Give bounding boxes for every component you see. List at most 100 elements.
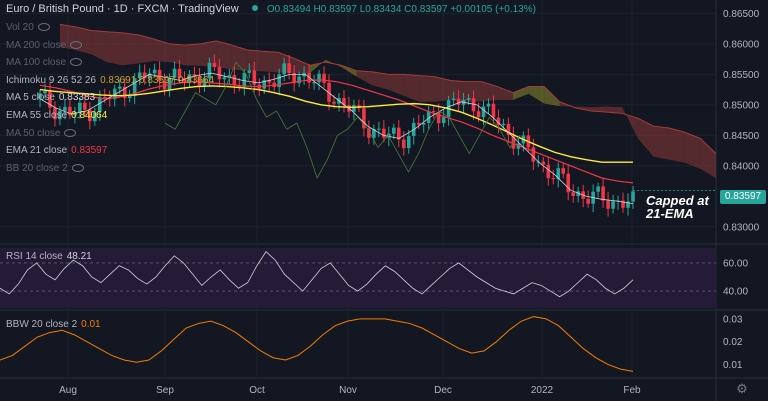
cloud-segment — [653, 126, 670, 160]
candle-up — [147, 73, 152, 79]
cloud-segment — [372, 71, 388, 90]
candle-down — [122, 86, 127, 99]
candle-down — [551, 178, 556, 180]
rsi-tick-label: 40.00 — [723, 287, 748, 298]
candle-down — [197, 76, 202, 86]
cloud-segment — [138, 34, 154, 64]
candle-down — [157, 69, 162, 82]
candle-down — [436, 111, 441, 124]
candle-up — [481, 106, 486, 118]
candle-up — [297, 76, 301, 84]
cloud-segment — [637, 118, 654, 157]
settings-gear-icon[interactable]: ⚙ — [736, 381, 748, 396]
legend-ma-50-close[interactable]: MA 50 close — [6, 128, 77, 140]
candle-up — [117, 86, 122, 89]
x-tick-label: Feb — [623, 385, 641, 396]
candle-up — [626, 201, 630, 208]
cloud-segment — [169, 43, 185, 66]
cloud-segment — [419, 75, 435, 102]
candle-up — [38, 93, 42, 99]
legend-ema-21-close[interactable]: EMA 21 close 0.83597 — [6, 145, 108, 157]
legend-ema-55-close[interactable]: EMA 55 close 0.84064 — [6, 110, 108, 121]
legend-vol-20[interactable]: Vol 20 — [6, 22, 50, 34]
cloud-segment — [669, 128, 685, 163]
cloud-segment — [356, 70, 373, 86]
cloud-segment — [184, 43, 201, 66]
bbw-legend[interactable]: BBW 20 close 2 0.01 — [6, 319, 101, 330]
candle-down — [48, 91, 52, 108]
chart-annotation: Capped at 21-EMA — [646, 193, 709, 221]
eye-hidden-icon[interactable] — [37, 23, 50, 31]
candle-down — [506, 123, 511, 135]
candle-down — [292, 72, 296, 84]
legend-ma-200-close[interactable]: MA 200 close — [6, 40, 83, 52]
eye-hidden-icon[interactable] — [71, 163, 84, 172]
cloud-segment — [434, 76, 451, 102]
candle-down — [541, 161, 546, 165]
candle-down — [571, 192, 576, 196]
cloud-segment — [388, 74, 404, 96]
cloud-segment — [263, 51, 279, 73]
x-tick-label: Dec — [434, 385, 452, 396]
rsi-legend[interactable]: RSI 14 close 48.21 — [6, 251, 92, 262]
ohlc-readout: O0.83494 H0.83597 L0.83434 C0.83597 +0.0… — [266, 4, 536, 15]
x-tick-label: 2022 — [531, 385, 554, 396]
ema21-line — [39, 79, 634, 184]
candle-up — [486, 103, 491, 107]
cloud-segment — [247, 49, 264, 72]
candle-up — [501, 123, 506, 126]
candle-down — [322, 73, 326, 83]
ema55-line — [39, 85, 633, 163]
eye-hidden-icon[interactable] — [64, 128, 77, 137]
candle-up — [372, 129, 376, 138]
candle-down — [601, 186, 605, 201]
candle-down — [621, 200, 625, 208]
candle-down — [491, 103, 496, 118]
last-price-tag: 0.83597 — [720, 190, 766, 204]
candle-down — [68, 106, 72, 116]
legend-ma-5-close[interactable]: MA 5 close 0.83383 — [6, 92, 96, 104]
candle-down — [367, 128, 371, 138]
candle-down — [561, 168, 566, 174]
candle-up — [277, 74, 281, 87]
legend-ichimoku-9-26-52-26[interactable]: Ichimoku 9 26 52 26 0.83691 0.83597 0.836… — [6, 74, 215, 86]
candle-up — [137, 72, 142, 79]
candle-up — [93, 112, 97, 122]
ma5-line — [39, 72, 634, 204]
y-tick-label: 0.86000 — [723, 39, 760, 50]
candle-down — [142, 72, 147, 79]
legend-bb-20-close-2[interactable]: BB 20 close 2 — [6, 163, 84, 175]
candle-down — [182, 78, 187, 83]
cloud-segment — [403, 74, 420, 102]
candle-up — [247, 70, 252, 73]
bbw-line — [0, 316, 634, 372]
x-tick-label: Aug — [59, 385, 77, 396]
y-tick-label: 0.84500 — [723, 131, 760, 142]
cloud-segment — [341, 65, 357, 77]
candle-down — [471, 98, 476, 112]
candle-up — [167, 77, 172, 90]
y-tick-label: 0.86500 — [723, 9, 760, 20]
chikou-line — [164, 61, 521, 179]
eye-hidden-icon[interactable] — [70, 58, 83, 67]
candle-up — [187, 74, 192, 83]
eye-hidden-icon[interactable] — [70, 40, 83, 49]
candle-down — [88, 109, 92, 122]
legend-ma-100-close[interactable]: MA 100 close — [6, 57, 83, 69]
candle-down — [401, 139, 406, 149]
candle-down — [456, 98, 461, 105]
candle-down — [287, 63, 291, 73]
x-tick-label: Oct — [249, 385, 265, 396]
symbol-title[interactable]: Euro / British Pound · 1D · FXCM · Tradi… — [6, 3, 239, 15]
y-tick-label: 0.85500 — [723, 70, 760, 81]
candle-down — [476, 111, 481, 118]
candle-down — [267, 80, 272, 83]
candle-up — [207, 62, 212, 79]
candle-down — [212, 62, 217, 67]
cloud-segment — [200, 40, 217, 68]
candle-up — [58, 110, 62, 120]
candle-up — [377, 128, 381, 130]
candle-up — [312, 82, 316, 84]
candle-up — [421, 122, 426, 125]
candle-down — [566, 173, 571, 193]
